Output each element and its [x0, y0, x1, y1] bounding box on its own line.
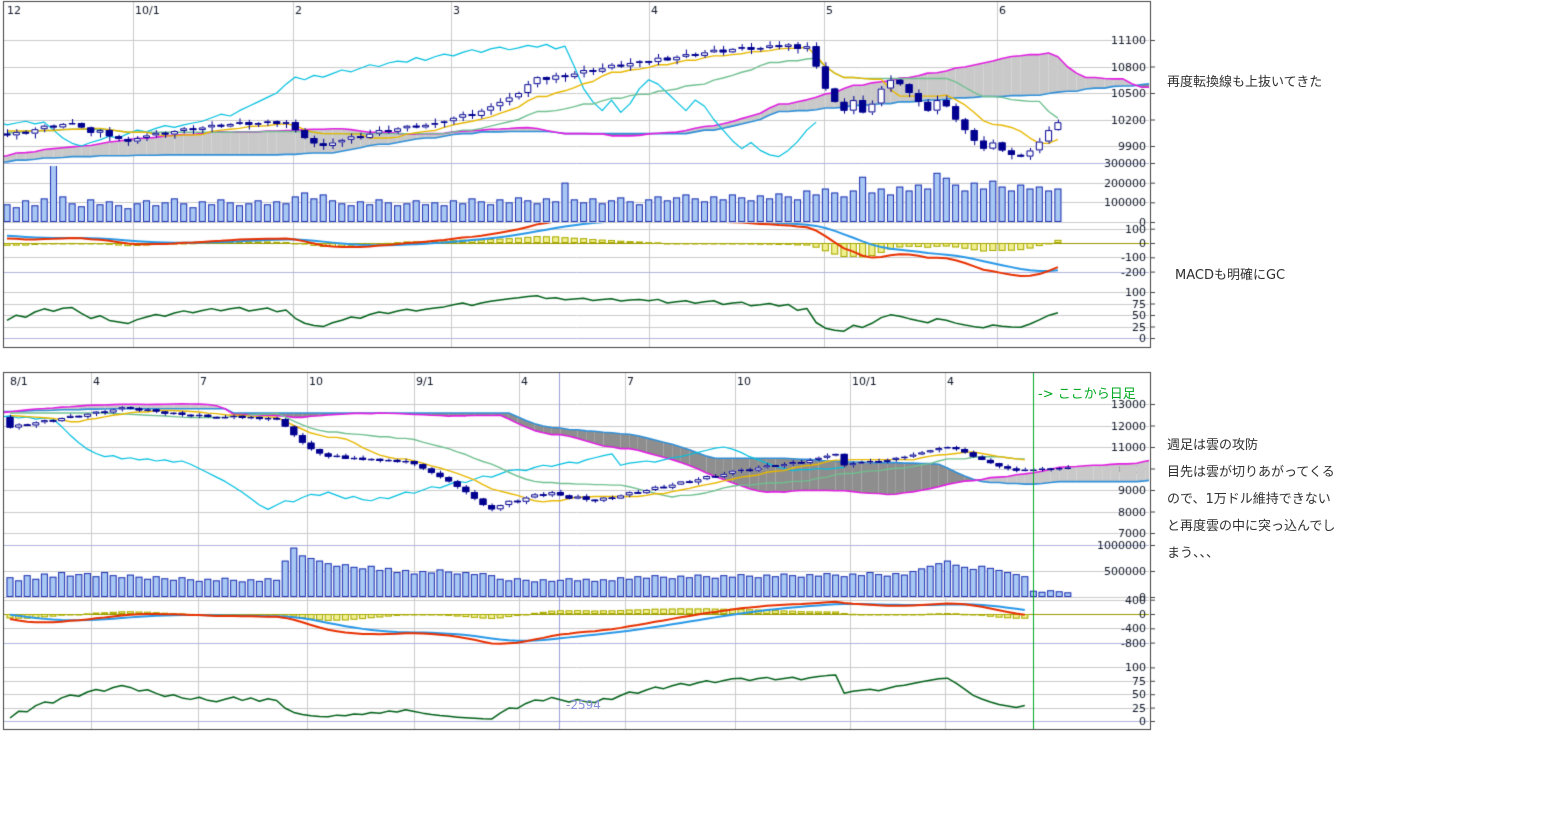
cursor-value-label: -2594: [566, 698, 601, 712]
weekly-note-line: まう、、、: [1167, 546, 1220, 561]
daily-from-here-marker-label: -> ここから日足: [1038, 387, 1136, 402]
weekly-note-line: ので、1万ドル維持できない: [1167, 492, 1331, 507]
weekly-note-line: 週足は雲の攻防: [1167, 438, 1259, 453]
annotation-tenkan-breakout: 再度転換線も上抜いてきた: [1167, 75, 1323, 90]
weekly-note-line: と再度雲の中に突っ込んでし: [1167, 519, 1336, 534]
annotation-weekly-cloud-note: 週足は雲の攻防 目先は雲が切りあがってくる ので、1万ドル維持できない と再度雲…: [1167, 432, 1335, 567]
weekly-note-line: 目先は雲が切りあがってくる: [1167, 465, 1335, 480]
weekly-chart-region[interactable]: [0, 372, 1153, 730]
annotation-macd-golden-cross: MACDも明確にGC: [1175, 268, 1286, 283]
daily-chart-region[interactable]: [0, 1, 1153, 348]
